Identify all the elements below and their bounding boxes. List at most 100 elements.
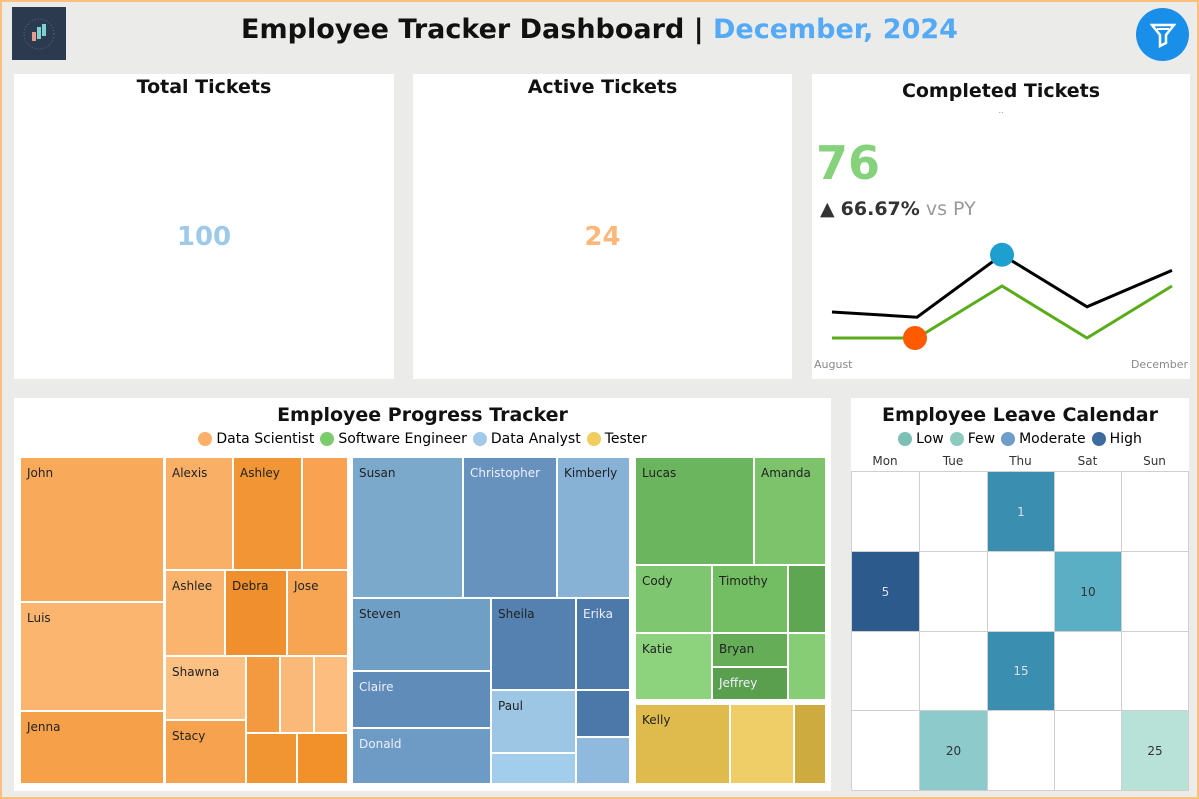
calendar-day-cell[interactable] (919, 551, 988, 632)
calendar-day-cell[interactable] (987, 551, 1055, 632)
calendar-day-cell[interactable]: 10 (1054, 551, 1122, 632)
total-tickets-label: Total Tickets (136, 76, 272, 98)
day-header: Thu (1009, 454, 1032, 468)
highlight-point[interactable] (990, 242, 1014, 267)
treemap-cell[interactable]: Jenna (20, 711, 164, 784)
treemap-cell[interactable]: Kelly (635, 704, 730, 784)
change-suffix: vs PY (925, 198, 976, 220)
legend-item[interactable]: Moderate (1001, 431, 1086, 447)
employee-name: Jenna (27, 720, 61, 734)
treemap-cell[interactable]: Ashley (233, 457, 302, 570)
treemap-cell[interactable] (788, 633, 826, 700)
completed-tickets-label: Completed Tickets (901, 80, 1101, 102)
calendar-day-cell[interactable] (1121, 551, 1189, 632)
calendar-day-cell[interactable] (1121, 471, 1189, 552)
treemap-cell[interactable] (246, 733, 297, 784)
treemap-cell[interactable] (280, 656, 314, 733)
legend-item[interactable]: Data Scientist (198, 431, 314, 447)
treemap-cell[interactable] (788, 565, 826, 633)
leave-title: Employee Leave Calendar (882, 404, 1158, 426)
treemap-cell[interactable] (794, 704, 826, 784)
treemap-cell[interactable]: Kimberly (557, 457, 630, 598)
treemap-cell[interactable]: Jeffrey (712, 667, 788, 700)
legend-item[interactable]: Few (949, 431, 996, 447)
highlight-point[interactable] (903, 326, 927, 350)
progress-title: Employee Progress Tracker (277, 404, 568, 426)
treemap-cell[interactable]: Donald (352, 728, 491, 784)
treemap-cell[interactable] (576, 737, 630, 784)
calendar-day-cell[interactable] (919, 471, 988, 552)
employee-name: Jose (294, 579, 319, 593)
treemap-cell[interactable]: Shawna (165, 656, 246, 720)
day-number: 10 (1080, 584, 1096, 599)
employee-name: Alexis (172, 466, 208, 480)
legend-item[interactable]: Software Engineer (320, 431, 467, 447)
treemap-cell[interactable]: Christopher (463, 457, 557, 598)
treemap-cell[interactable]: Katie (635, 633, 712, 700)
employee-name: Amanda (761, 466, 811, 480)
treemap-cell[interactable]: Luis (20, 602, 164, 711)
treemap-cell[interactable]: Cody (635, 565, 712, 633)
total-tickets-card: Total Tickets 100 (14, 74, 394, 379)
active-tickets-label: Active Tickets (527, 76, 678, 98)
calendar-day-cell[interactable] (919, 631, 988, 711)
calendar-day-cell[interactable]: 20 (919, 710, 988, 791)
treemap-cell[interactable]: Susan (352, 457, 463, 598)
legend-item[interactable]: Low (898, 431, 944, 447)
treemap-cell[interactable] (246, 656, 280, 733)
treemap-cell[interactable]: Claire (352, 671, 491, 728)
legend-label: Few (967, 431, 996, 447)
legend-dot-icon (320, 432, 335, 446)
day-header: Sun (1143, 454, 1166, 468)
treemap-cell[interactable]: Lucas (635, 457, 754, 565)
employee-name: Kimberly (564, 466, 618, 480)
calendar-day-cell[interactable] (851, 710, 920, 791)
treemap-cell[interactable]: John (20, 457, 164, 602)
treemap-cell[interactable] (730, 704, 794, 784)
employee-name: Paul (498, 699, 523, 713)
legend-item[interactable]: Data Analyst (472, 431, 581, 447)
treemap-cell[interactable] (302, 457, 348, 570)
employee-name: Cody (642, 574, 673, 588)
treemap-cell[interactable]: Sheila (491, 598, 576, 690)
treemap-cell[interactable]: Debra (225, 570, 287, 656)
calendar-day-cell[interactable]: 5 (851, 551, 920, 632)
calendar-day-cell[interactable] (851, 471, 920, 552)
treemap-cell[interactable] (491, 753, 576, 784)
calendar-day-cell[interactable] (987, 710, 1055, 791)
legend-dot-icon (472, 432, 487, 446)
treemap-cell[interactable]: Bryan (712, 633, 788, 667)
calendar-day-cell[interactable] (1054, 710, 1122, 791)
day-number: 20 (945, 743, 962, 758)
legend-dot-icon (1001, 432, 1016, 446)
treemap-cell[interactable] (576, 690, 630, 737)
day-number: 25 (1147, 743, 1163, 758)
employee-name: Luis (27, 611, 51, 625)
treemap-cell[interactable]: Stacy (165, 720, 246, 784)
treemap-cell[interactable]: Steven (352, 598, 491, 671)
x-start-label: August (814, 358, 853, 371)
calendar-day-cell[interactable] (1054, 631, 1122, 711)
treemap-cell[interactable]: Ashlee (165, 570, 225, 656)
calendar-day-cell[interactable] (851, 631, 920, 711)
treemap-cell[interactable]: Erika (576, 598, 630, 690)
day-header: Tue (942, 454, 964, 468)
calendar-day-cell[interactable] (1121, 631, 1189, 711)
legend-item[interactable]: Tester (586, 431, 647, 447)
treemap-cell[interactable]: Alexis (165, 457, 233, 570)
calendar-day-cell[interactable] (1054, 471, 1122, 552)
treemap-cell[interactable] (297, 733, 348, 784)
treemap-cell[interactable] (314, 656, 348, 733)
treemap-cell[interactable]: Jose (287, 570, 348, 656)
completed-trend-chart (831, 242, 1173, 350)
treemap-cell[interactable]: Timothy (712, 565, 788, 633)
calendar-day-cell[interactable]: 15 (987, 631, 1055, 711)
filter-button[interactable] (1136, 8, 1189, 61)
logo (12, 7, 66, 60)
calendar-day-cell[interactable]: 1 (987, 471, 1055, 552)
legend-item[interactable]: High (1091, 431, 1142, 447)
calendar-day-cell[interactable]: 25 (1121, 710, 1189, 791)
treemap-cell[interactable]: Amanda (754, 457, 826, 565)
period-text: December, 2024 (712, 14, 958, 45)
treemap-cell[interactable]: Paul (491, 690, 576, 753)
